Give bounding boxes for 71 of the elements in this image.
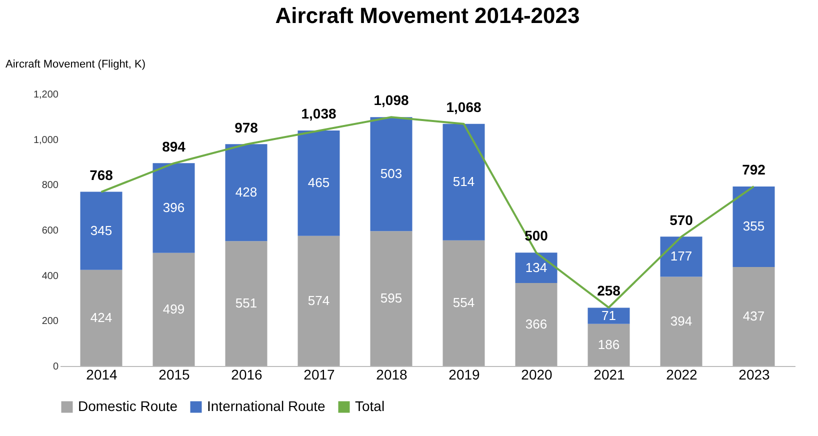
data-label: 570 <box>670 212 694 228</box>
bar <box>660 276 702 366</box>
data-label: 186 <box>598 336 620 352</box>
bar <box>588 308 630 324</box>
bar <box>298 130 340 236</box>
x-tick-label: 2021 <box>594 366 626 382</box>
bar <box>732 186 775 267</box>
data-label: 978 <box>234 119 258 136</box>
bar <box>588 324 630 366</box>
x-tick-label: 2022 <box>666 366 698 382</box>
data-label: 514 <box>452 174 475 190</box>
data-label: 1,098 <box>374 92 409 108</box>
bar <box>442 240 485 366</box>
data-label: 134 <box>525 260 548 275</box>
x-tick-label: 2020 <box>521 366 553 382</box>
data-label: 437 <box>742 308 765 324</box>
chart-title: Aircraft Movement 2014-2023 <box>275 3 580 28</box>
bar <box>225 241 268 366</box>
data-label: 465 <box>308 175 330 190</box>
y-tick-label: 800 <box>42 180 59 192</box>
bar <box>370 117 412 232</box>
bar <box>515 283 558 366</box>
bar <box>152 252 195 366</box>
bar <box>732 266 775 366</box>
x-tick-label: 2018 <box>376 366 408 382</box>
legend-label: Domestic Route <box>78 398 178 414</box>
bar <box>370 231 412 366</box>
data-label: 394 <box>670 313 692 328</box>
data-label: 595 <box>380 290 402 306</box>
data-label: 554 <box>452 295 475 310</box>
data-label: 428 <box>235 184 258 200</box>
y-axis-title: Aircraft Movement (Flight, K) <box>6 58 146 70</box>
bar <box>80 192 122 270</box>
y-tick-label: 1,200 <box>33 90 59 100</box>
y-tick-label: 1,000 <box>33 134 59 146</box>
bar <box>152 163 195 253</box>
data-label: 71 <box>602 308 616 323</box>
data-label: 1,038 <box>301 106 336 122</box>
data-label: 396 <box>162 200 185 216</box>
legend-label: Total <box>355 398 385 414</box>
x-tick-label: 2017 <box>304 366 336 382</box>
data-label: 551 <box>235 296 258 311</box>
data-label: 503 <box>380 166 402 182</box>
data-label: 366 <box>525 316 548 332</box>
data-label: 768 <box>90 166 114 183</box>
data-label: 499 <box>162 301 185 316</box>
x-tick-label: 2016 <box>231 366 263 382</box>
bar <box>660 236 702 277</box>
y-tick-label: 600 <box>42 226 59 236</box>
data-label: 177 <box>670 248 692 264</box>
bar <box>442 124 485 240</box>
bar <box>515 252 558 284</box>
data-label: 345 <box>90 222 112 238</box>
x-tick-label: 2023 <box>738 366 770 382</box>
x-tick-label: 2014 <box>86 366 118 382</box>
x-tick-label: 2019 <box>448 366 480 382</box>
data-label: 894 <box>162 138 186 154</box>
bar <box>298 236 340 366</box>
y-tick-label: 200 <box>42 316 59 328</box>
data-label: 258 <box>597 282 621 299</box>
legend-label: International Route <box>207 398 326 414</box>
data-label: 355 <box>742 218 765 234</box>
x-tick-label: 2015 <box>158 366 190 382</box>
data-label: 1,068 <box>446 98 482 115</box>
bar <box>225 144 268 242</box>
y-tick-label: 0 <box>52 362 59 372</box>
data-label: 424 <box>90 310 112 325</box>
data-label: 574 <box>308 292 330 308</box>
data-label: 792 <box>742 161 766 178</box>
y-tick-label: 400 <box>42 270 59 282</box>
bar <box>80 270 122 366</box>
